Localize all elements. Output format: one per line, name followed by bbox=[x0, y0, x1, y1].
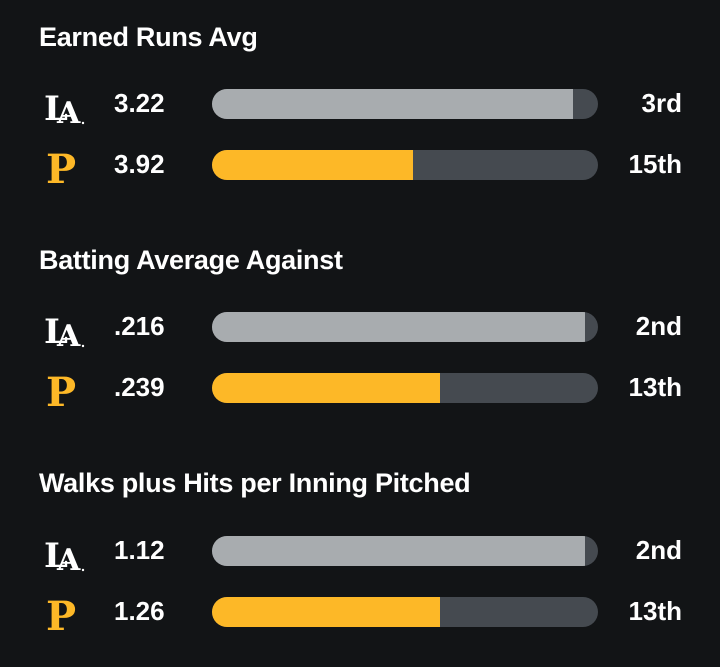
stat-value: 3.92 bbox=[114, 149, 165, 179]
bar-fill bbox=[212, 597, 440, 627]
section-title: Batting Average Against bbox=[39, 245, 343, 275]
bar-fill bbox=[212, 150, 413, 180]
svg-text:P: P bbox=[46, 593, 76, 634]
bar-fill bbox=[212, 536, 586, 566]
rank-label: 2nd bbox=[635, 311, 682, 341]
stat-value: 1.26 bbox=[114, 596, 165, 626]
bar-track bbox=[212, 312, 598, 342]
svg-text:P: P bbox=[46, 146, 76, 187]
stat-value: .216 bbox=[114, 311, 165, 341]
stat-value: .239 bbox=[114, 372, 165, 402]
svg-text:L: L bbox=[44, 536, 68, 573]
svg-text:P: P bbox=[46, 369, 76, 410]
stat-row-la: L A .216 2nd bbox=[0, 305, 720, 349]
rank-label: 15th bbox=[628, 149, 682, 179]
rank-label: 13th bbox=[628, 596, 682, 626]
bar-fill bbox=[212, 89, 573, 119]
svg-text:A: A bbox=[56, 319, 81, 349]
pirates-p-logo-icon: P bbox=[42, 143, 86, 187]
svg-text:A: A bbox=[56, 543, 81, 573]
rank-label: 13th bbox=[628, 372, 682, 402]
rank-label: 2nd bbox=[635, 535, 682, 565]
bar-track bbox=[212, 150, 598, 180]
stat-row-pit: P .239 13th bbox=[0, 366, 720, 410]
stat-row-pit: P 3.92 15th bbox=[0, 143, 720, 187]
rank-label: 3rd bbox=[641, 88, 682, 118]
dodgers-la-logo-icon: L A bbox=[42, 529, 86, 573]
svg-text:L: L bbox=[44, 89, 68, 126]
pirates-p-logo-icon: P bbox=[42, 590, 86, 634]
stat-value: 1.12 bbox=[114, 535, 165, 565]
bar-track bbox=[212, 373, 598, 403]
svg-text:A: A bbox=[56, 96, 81, 126]
bar-track bbox=[212, 597, 598, 627]
bar-track bbox=[212, 536, 598, 566]
stat-value: 3.22 bbox=[114, 88, 165, 118]
section-title: Walks plus Hits per Inning Pitched bbox=[39, 468, 471, 498]
pirates-p-logo-icon: P bbox=[42, 366, 86, 410]
svg-text:L: L bbox=[44, 312, 68, 349]
dodgers-la-logo-icon: L A bbox=[42, 82, 86, 126]
bar-track bbox=[212, 89, 598, 119]
bar-fill bbox=[212, 373, 440, 403]
dodgers-la-logo-icon: L A bbox=[42, 305, 86, 349]
section-title: Earned Runs Avg bbox=[39, 22, 258, 52]
stat-row-la: L A 3.22 3rd bbox=[0, 82, 720, 126]
bar-fill bbox=[212, 312, 586, 342]
stat-row-la: L A 1.12 2nd bbox=[0, 529, 720, 573]
stat-row-pit: P 1.26 13th bbox=[0, 590, 720, 634]
